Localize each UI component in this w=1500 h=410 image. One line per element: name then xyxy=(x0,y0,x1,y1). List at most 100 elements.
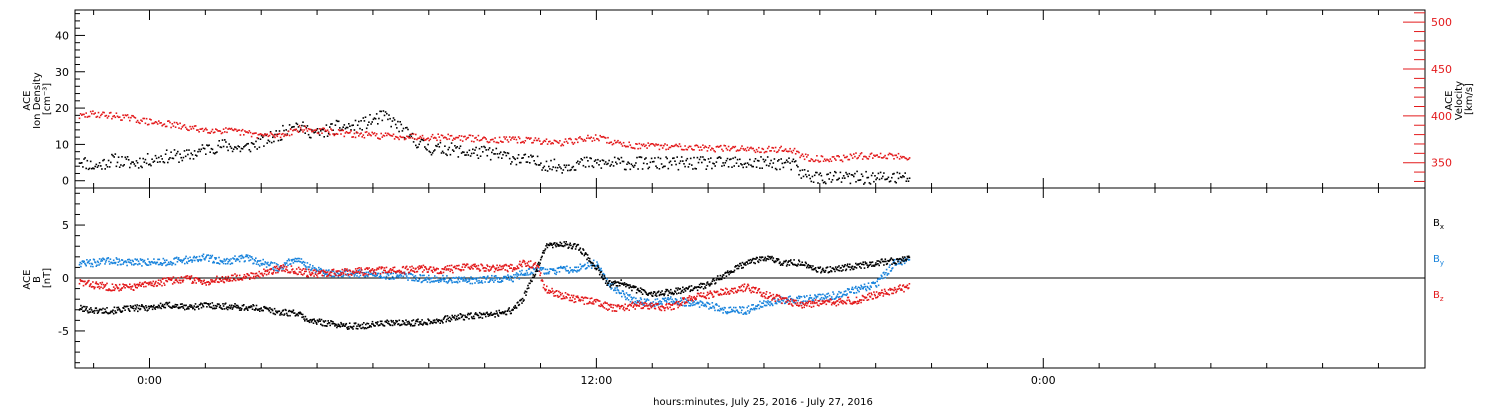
by-series-point xyxy=(315,268,317,270)
velocity-series-point xyxy=(683,149,685,151)
velocity-series-point xyxy=(882,157,884,159)
velocity-series-point xyxy=(660,144,663,147)
density-series-point xyxy=(849,182,852,185)
bx-series-point xyxy=(546,243,548,245)
bx-series-point xyxy=(698,283,701,286)
density-series-point xyxy=(103,158,105,161)
velocity-series-point xyxy=(844,156,846,159)
bx-series-point xyxy=(508,307,510,309)
by-series-point xyxy=(288,259,291,262)
by-series-point xyxy=(309,263,311,266)
density-series-point xyxy=(656,167,658,169)
velocity-series-point xyxy=(240,130,243,132)
velocity-series-point xyxy=(383,135,386,137)
bx-series-point xyxy=(379,324,381,326)
velocity-series-point xyxy=(636,143,638,145)
velocity-series-point xyxy=(536,139,539,142)
by-series-point xyxy=(211,254,214,257)
by-series-point xyxy=(808,298,810,300)
by-series-point xyxy=(571,269,573,271)
velocity-series-point xyxy=(525,136,528,139)
density-series-point xyxy=(825,182,827,185)
velocity-series-point xyxy=(828,160,830,163)
bz-series-point xyxy=(509,263,512,266)
velocity-series-point xyxy=(141,120,143,122)
by-series-point xyxy=(693,301,695,303)
velocity-series-point xyxy=(892,154,894,157)
density-series-point xyxy=(333,133,336,135)
density-series-point xyxy=(382,110,385,112)
by-series-point xyxy=(373,271,375,273)
density-series-point xyxy=(876,177,878,179)
velocity-series-point xyxy=(771,146,773,149)
bz-series-point xyxy=(194,279,196,282)
bz-series-point xyxy=(340,272,342,274)
velocity-series-point xyxy=(577,141,579,144)
velocity-series-point xyxy=(340,133,342,135)
bx-series-point xyxy=(552,243,555,245)
bz-series-point xyxy=(631,302,633,305)
by-series-point xyxy=(611,287,613,289)
by-series-point xyxy=(826,296,829,298)
bz-series-point xyxy=(358,267,360,269)
density-series-point xyxy=(219,146,222,148)
bx-series-point xyxy=(438,319,441,322)
by-series-point xyxy=(586,267,588,269)
velocity-series-point xyxy=(522,140,524,143)
bz-series-point xyxy=(108,288,110,290)
density-series-point xyxy=(792,158,795,161)
bz-series-point xyxy=(545,288,547,291)
density-series-point xyxy=(230,147,233,149)
by-series-point xyxy=(322,270,324,273)
bx-series-point xyxy=(503,311,506,313)
bx-series-point xyxy=(95,307,98,309)
bz-series-point xyxy=(501,268,503,271)
bz-series-point xyxy=(205,284,207,286)
bz-series-point xyxy=(794,299,796,302)
by-series-point xyxy=(97,261,100,264)
velocity-series-point xyxy=(697,146,700,148)
by-series-point xyxy=(548,270,551,273)
bz-series-point xyxy=(866,299,868,301)
by-series-point xyxy=(460,278,462,280)
bz-series-point xyxy=(887,293,889,295)
density-series-point xyxy=(93,167,95,170)
velocity-series-point xyxy=(527,137,530,139)
velocity-series-point xyxy=(161,124,163,127)
bz-series-point xyxy=(161,284,163,287)
bz-series-point xyxy=(249,278,251,280)
by-series-point xyxy=(838,290,840,293)
by-series-point xyxy=(221,261,224,264)
density-series-point xyxy=(79,162,82,164)
by-series-point xyxy=(688,302,691,304)
by-series-point xyxy=(84,262,86,265)
bz-series-point xyxy=(773,297,776,299)
velocity-series-point xyxy=(280,133,283,136)
by-series-point xyxy=(439,278,441,281)
by-series-point xyxy=(373,274,376,277)
bz-series-point xyxy=(199,279,201,282)
bz-series-point xyxy=(257,275,260,277)
velocity-series-point xyxy=(720,144,722,147)
bx-series-point xyxy=(205,302,207,304)
velocity-series-point xyxy=(682,148,684,151)
bottom-tick-label: -5 xyxy=(58,325,69,338)
bx-series-point xyxy=(393,323,396,326)
velocity-series-point xyxy=(489,139,492,141)
bx-series-point xyxy=(167,305,170,307)
density-series-point xyxy=(282,124,284,127)
velocity-series-point xyxy=(889,153,892,155)
velocity-series-point xyxy=(173,121,176,124)
by-series-point xyxy=(336,272,339,274)
bz-series-point xyxy=(143,285,145,288)
bz-series-point xyxy=(505,264,508,267)
velocity-series-point xyxy=(632,147,635,149)
velocity-series-point xyxy=(399,135,401,138)
density-series-point xyxy=(345,126,348,129)
bx-series-point xyxy=(675,287,677,290)
bx-series-point xyxy=(276,311,279,314)
density-series-point xyxy=(95,163,98,166)
bz-series-point xyxy=(547,291,549,294)
density-series-point xyxy=(791,160,794,163)
by-series-point xyxy=(230,258,232,260)
